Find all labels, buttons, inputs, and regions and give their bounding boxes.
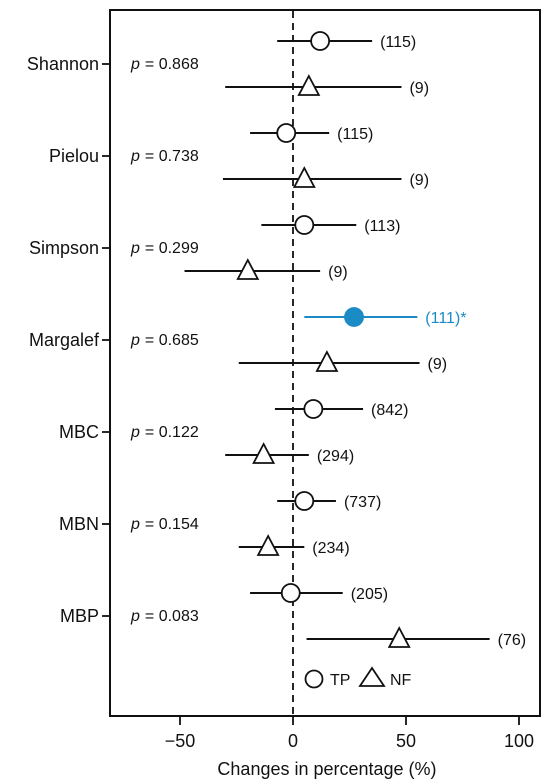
group-shannon: Shannon p = 0.868 (115) (9): [27, 31, 429, 97]
p-value-label: p = 0.154: [130, 516, 199, 533]
sample-size-label: (737): [344, 494, 381, 511]
y-axis-label: Simpson: [29, 238, 99, 258]
sample-size-label: (9): [409, 80, 429, 97]
effect-row-nf: (9): [225, 74, 429, 97]
p-value: = 0.299: [145, 240, 199, 257]
groups-layer: Shannon p = 0.868 (115) (9) Pielou p = 0.738 (11…: [27, 31, 526, 649]
mean-marker-triangle: [256, 534, 280, 556]
x-axis-title: Changes in percentage (%): [217, 759, 436, 779]
sample-size-label: (113): [364, 218, 400, 235]
sample-size-label: (115): [337, 126, 373, 143]
y-axis-label: Shannon: [27, 54, 99, 74]
x-tick-label: −50: [165, 731, 196, 751]
effect-row-tp: (115): [250, 123, 373, 143]
x-tick-label: 100: [504, 731, 534, 751]
group-simpson: Simpson p = 0.299 (113) (9): [29, 215, 400, 281]
p-symbol: p: [130, 148, 140, 165]
effect-row-nf: (9): [222, 166, 429, 189]
p-value-label: p = 0.122: [130, 424, 199, 441]
mean-marker-circle: [280, 583, 301, 603]
mean-marker-triangle: [387, 626, 411, 648]
mean-marker-circle: [303, 399, 324, 419]
sample-size-label: (205): [351, 586, 388, 603]
mean-marker-triangle: [297, 74, 321, 96]
mean-marker-triangle: [292, 166, 316, 188]
sample-size-label: (115): [380, 34, 416, 51]
p-value: = 0.868: [145, 56, 199, 73]
p-value: = 0.154: [145, 516, 199, 533]
p-symbol: p: [130, 240, 140, 257]
mean-marker-triangle: [236, 258, 260, 280]
effect-row-nf: (9): [238, 350, 448, 373]
p-value-label: p = 0.738: [130, 148, 199, 165]
legend-nf-label: NF: [390, 672, 412, 689]
p-symbol: p: [130, 56, 140, 73]
x-tick-label: 0: [288, 731, 298, 751]
p-symbol: p: [130, 516, 140, 533]
p-value: = 0.122: [145, 424, 199, 441]
p-symbol: p: [130, 332, 140, 349]
y-axis-label: MBC: [59, 422, 99, 442]
group-mbc: MBC p = 0.122 (842) (294): [59, 399, 408, 465]
y-axis-label: MBP: [60, 606, 99, 626]
mean-marker-triangle: [252, 442, 276, 464]
y-axis-label: MBN: [59, 514, 99, 534]
mean-marker-triangle: [315, 350, 339, 372]
p-value: = 0.738: [145, 148, 199, 165]
y-axis-label: Margalef: [29, 330, 100, 350]
sample-size-label: (234): [312, 540, 349, 557]
effect-row-tp: (205): [250, 583, 388, 603]
effect-row-nf: (294): [225, 442, 354, 465]
p-symbol: p: [130, 424, 140, 441]
sample-size-label: (9): [328, 264, 348, 281]
sample-size-label: (842): [371, 402, 408, 419]
legend-tp-marker: [304, 669, 324, 689]
legend: TP NF: [304, 666, 412, 689]
effect-row-nf: (9): [184, 258, 348, 281]
effect-row-tp: (113): [261, 215, 400, 235]
p-value-label: p = 0.299: [130, 240, 199, 257]
p-value: = 0.083: [145, 608, 199, 625]
p-value: = 0.685: [145, 332, 199, 349]
sample-size-label: (9): [428, 356, 448, 373]
mean-marker-circle: [344, 307, 364, 327]
effect-row-tp: (115): [277, 31, 416, 51]
p-value-label: p = 0.083: [130, 608, 199, 625]
p-symbol: p: [130, 608, 140, 625]
p-value-label: p = 0.868: [130, 56, 199, 73]
legend-nf-marker: [358, 666, 386, 687]
legend-tp-label: TP: [330, 672, 350, 689]
effect-row-tp: (842): [274, 399, 408, 419]
sample-size-label: (294): [317, 448, 354, 465]
group-mbp: MBP p = 0.083 (205) (76): [60, 583, 526, 649]
plot-frame: [109, 9, 541, 717]
mean-marker-circle: [294, 491, 315, 511]
sample-size-label: (111)*: [425, 310, 466, 327]
sample-size-label: (76): [498, 632, 526, 649]
p-value-label: p = 0.685: [130, 332, 199, 349]
effect-row-tp: (737): [277, 491, 381, 511]
group-margalef: Margalef p = 0.685 (111)* (9): [29, 307, 467, 373]
sample-size-label: (9): [409, 172, 429, 189]
group-mbn: MBN p = 0.154 (737) (234): [59, 491, 381, 557]
mean-marker-circle: [276, 123, 297, 143]
y-axis-label: Pielou: [49, 146, 99, 166]
group-pielou: Pielou p = 0.738 (115) (9): [49, 123, 429, 189]
effect-row-tp: (111)*: [304, 307, 467, 327]
mean-marker-circle: [294, 215, 315, 235]
x-axis: −50 0 50 100: [165, 716, 534, 751]
mean-marker-circle: [310, 31, 331, 51]
effect-row-nf: (234): [238, 534, 350, 557]
x-tick-label: 50: [396, 731, 416, 751]
effect-row-nf: (76): [306, 626, 526, 649]
